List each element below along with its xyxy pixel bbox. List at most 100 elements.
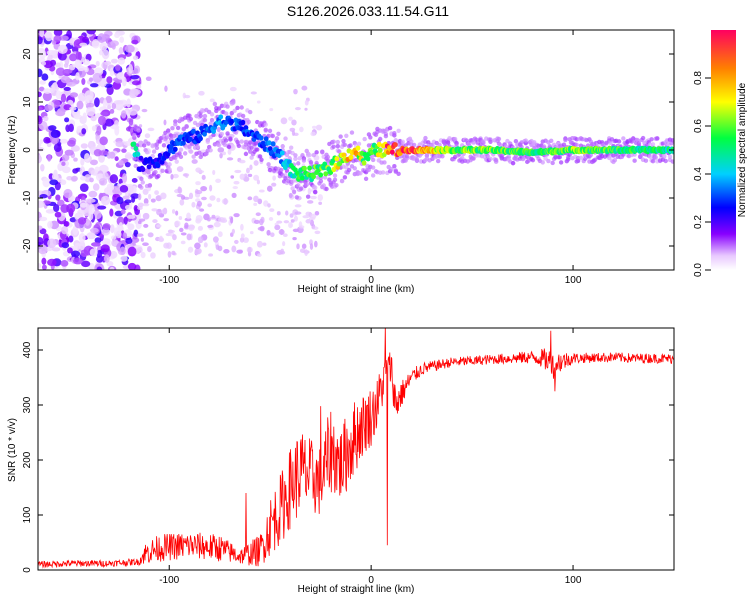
heatmap-cell xyxy=(78,92,87,102)
heatmap-cell xyxy=(167,167,172,172)
heatmap-cell xyxy=(240,233,245,239)
x-tick-label: 100 xyxy=(565,275,582,286)
heatmap-cell xyxy=(505,138,510,144)
heatmap-cell xyxy=(121,76,127,87)
heatmap-cell xyxy=(488,137,493,142)
heatmap-cell xyxy=(233,130,239,135)
heatmap-cell xyxy=(100,195,111,206)
heatmap-cell xyxy=(253,202,258,207)
heatmap-cell xyxy=(123,140,133,146)
heatmap-cell xyxy=(670,159,674,164)
heatmap-cell xyxy=(109,266,115,270)
heatmap-cell xyxy=(318,179,324,184)
heatmap-cell xyxy=(400,139,406,145)
heatmap-cell xyxy=(307,187,312,195)
heatmap-cell xyxy=(318,201,323,206)
heatmap-cell xyxy=(184,222,189,229)
heatmap-cell xyxy=(131,178,138,183)
heatmap-cell xyxy=(61,154,70,162)
heatmap-cell xyxy=(202,117,208,123)
heatmap-cell xyxy=(198,136,203,142)
heatmap-cell xyxy=(139,185,144,190)
heatmap-cell xyxy=(293,156,298,162)
heatmap-cell xyxy=(38,91,42,98)
heatmap-cell xyxy=(42,177,51,188)
heatmap-cell xyxy=(387,125,393,131)
heatmap-cell xyxy=(217,231,223,238)
heatmap-cell xyxy=(315,124,323,131)
heatmap-cell xyxy=(304,182,309,187)
y-tick-label: 10 xyxy=(22,96,33,108)
heatmap-cell xyxy=(632,158,637,163)
heatmap-cell xyxy=(159,159,165,165)
heatmap-cell xyxy=(339,179,345,184)
heatmap-cell xyxy=(200,185,208,192)
heatmap-cell xyxy=(317,194,324,201)
heatmap-cell xyxy=(60,93,67,103)
heatmap-cell xyxy=(55,62,61,68)
heatmap-cell xyxy=(232,108,237,113)
heatmap-cell xyxy=(290,179,295,184)
heatmap-cell xyxy=(187,246,194,253)
heatmap-cell xyxy=(174,159,179,164)
heatmap-cell xyxy=(154,190,159,195)
heatmap-cell xyxy=(179,199,185,206)
heatmap-cell xyxy=(670,138,674,143)
x-tick-label: -100 xyxy=(159,575,179,586)
heatmap-cell xyxy=(106,261,114,267)
heatmap-cell xyxy=(101,49,110,60)
heatmap-cell xyxy=(178,216,183,220)
snr-xlabel: Height of straight line (km) xyxy=(298,584,415,595)
spectrogram-heatmap xyxy=(38,30,674,270)
heatmap-cell xyxy=(89,227,99,233)
heatmap-cell xyxy=(314,211,320,216)
heatmap-cell xyxy=(355,145,361,151)
heatmap-cell xyxy=(100,244,110,253)
heatmap-cell xyxy=(133,145,139,152)
heatmap-cell xyxy=(120,255,128,262)
heatmap-cell xyxy=(297,156,302,161)
heatmap-cell xyxy=(167,229,175,233)
heatmap-cell xyxy=(291,130,296,136)
heatmap-cell xyxy=(309,195,317,200)
heatmap-cell xyxy=(301,243,307,249)
heatmap-cell xyxy=(178,147,184,152)
heatmap-cell xyxy=(209,112,215,117)
heatmap-cell xyxy=(640,135,646,141)
heatmap-cell xyxy=(280,248,284,254)
heatmap-cell xyxy=(172,173,179,179)
heatmap-cell xyxy=(263,127,268,133)
heatmap-cell xyxy=(239,139,244,144)
heatmap-cell xyxy=(285,210,289,216)
heatmap-cell xyxy=(234,239,239,244)
heatmap-cell xyxy=(86,232,96,240)
heatmap-cell xyxy=(157,139,162,144)
heatmap-cell xyxy=(68,64,76,71)
heatmap-cell xyxy=(53,30,63,37)
heatmap-cell xyxy=(137,202,144,208)
heatmap-cell xyxy=(49,179,59,186)
x-tick-label: 0 xyxy=(368,275,374,286)
heatmap-cell xyxy=(249,164,253,171)
heatmap-cell xyxy=(38,244,48,255)
heatmap-cell xyxy=(57,199,65,207)
heatmap-cell xyxy=(39,194,48,199)
heatmap-cell xyxy=(234,169,242,174)
y-tick-label: 100 xyxy=(22,506,33,523)
heatmap-cell xyxy=(471,156,476,161)
heatmap-cell xyxy=(230,216,234,224)
heatmap-cell xyxy=(344,133,349,139)
heatmap-cell xyxy=(209,98,215,103)
heatmap-cell xyxy=(312,125,317,129)
heatmap-cell xyxy=(107,104,112,110)
heatmap-cell xyxy=(142,188,149,195)
heatmap-cell xyxy=(146,164,152,170)
heatmap-cell xyxy=(68,235,74,243)
heatmap-cell xyxy=(131,141,137,147)
heatmap-cell xyxy=(68,123,74,133)
snr-ticks: -100 0 100 0 100 200 300 400 xyxy=(22,328,674,586)
heatmap-cell xyxy=(266,229,271,236)
heatmap-cell xyxy=(85,198,96,203)
heatmap-cell xyxy=(335,143,341,149)
heatmap-cell xyxy=(178,154,184,160)
